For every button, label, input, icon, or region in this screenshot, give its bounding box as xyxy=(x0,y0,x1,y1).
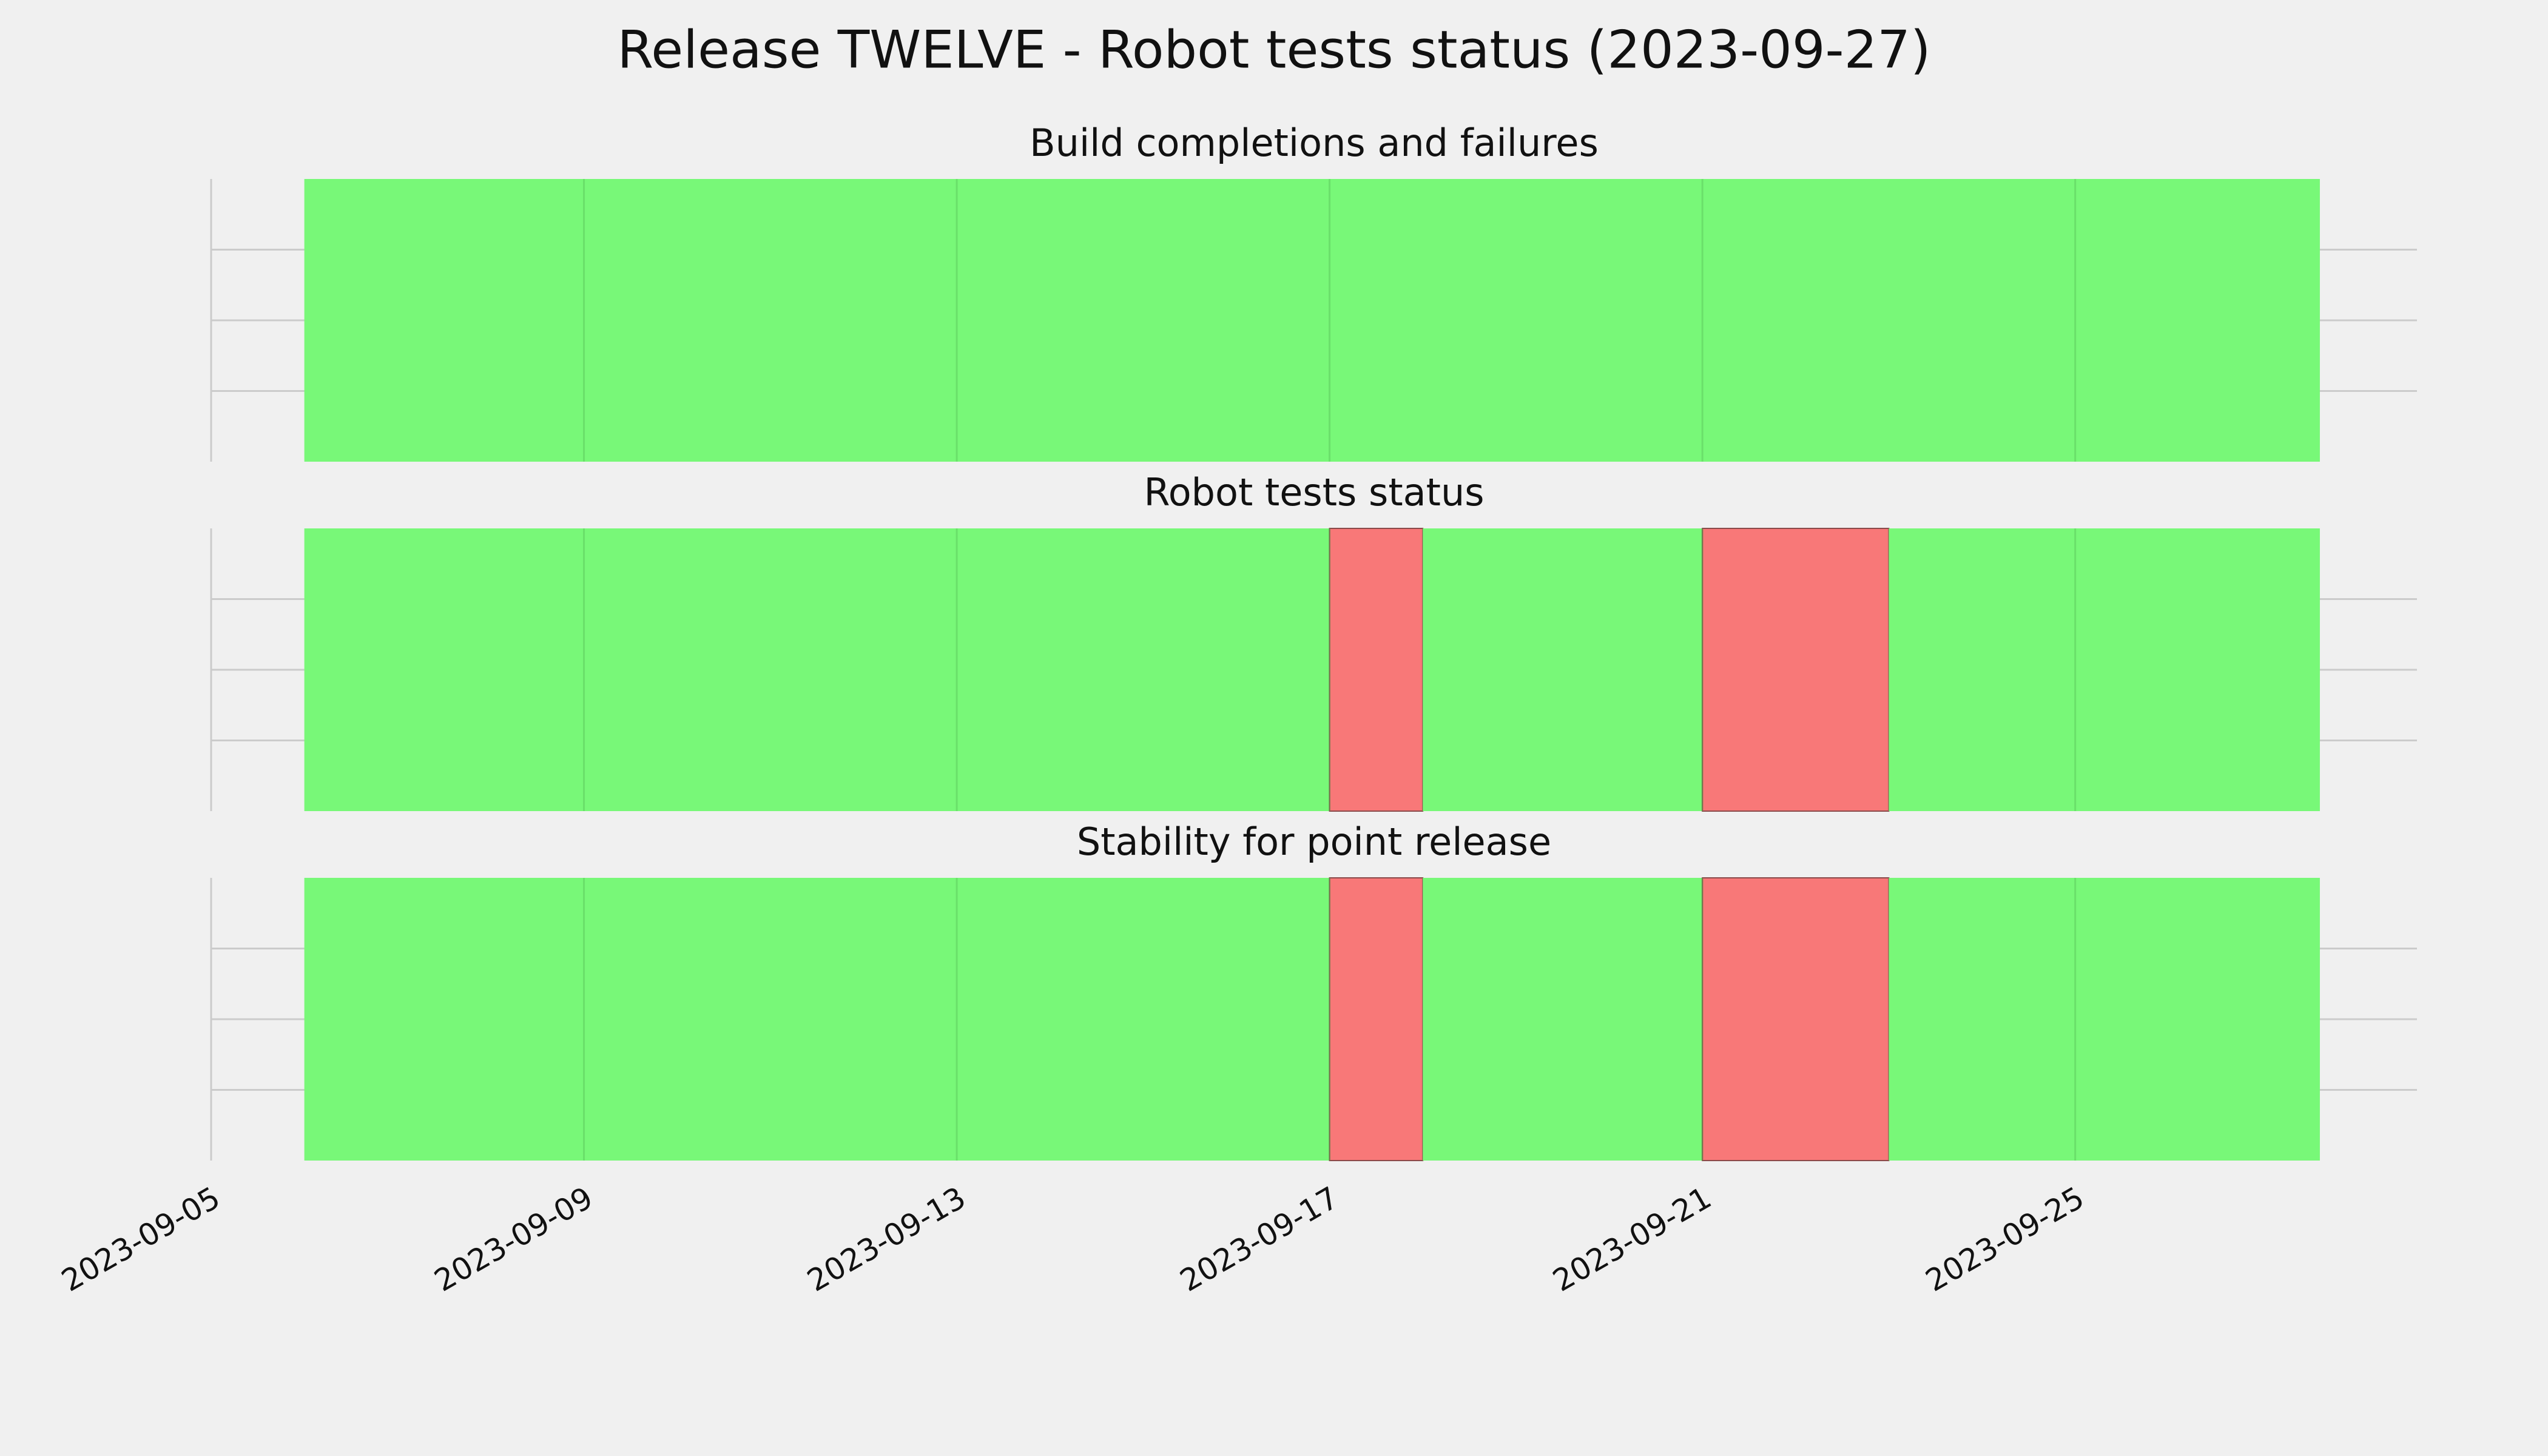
status-span xyxy=(1329,877,1424,1161)
status-span xyxy=(1702,877,1890,1161)
status-span xyxy=(1889,528,2320,811)
status-span xyxy=(304,528,1330,811)
status-span xyxy=(1423,878,1703,1161)
status-span xyxy=(304,878,1330,1161)
panel-title: Build completions and failures xyxy=(1030,121,1599,165)
status-span xyxy=(1889,878,2320,1161)
status-span xyxy=(1702,528,1890,812)
chart-title: Release TWELVE - Robot tests status (202… xyxy=(617,19,1930,80)
panel-title: Robot tests status xyxy=(1144,470,1484,514)
status-span xyxy=(304,179,2320,462)
status-span xyxy=(1423,528,1703,811)
panel-title: Stability for point release xyxy=(1077,820,1551,864)
status-span xyxy=(1329,528,1424,812)
